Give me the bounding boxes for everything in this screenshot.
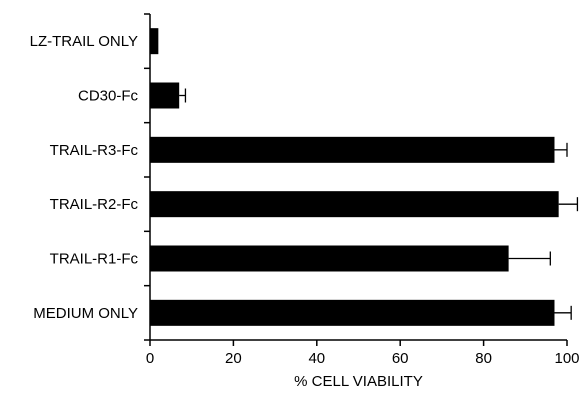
bar	[150, 299, 555, 326]
bar	[150, 82, 180, 109]
x-tick-label: 20	[225, 350, 242, 367]
y-axis-ticks	[144, 13, 150, 341]
bars-layer	[150, 28, 559, 326]
bar	[150, 28, 159, 55]
category-label: TRAIL-R2-Fc	[50, 196, 139, 213]
category-label: TRAIL-R3-Fc	[50, 142, 139, 159]
category-labels: LZ-TRAIL ONLY CD30-Fc TRAIL-R3-Fc TRAIL-R2-…	[30, 33, 139, 322]
error-bars-layer	[179, 88, 579, 320]
category-label: MEDIUM ONLY	[33, 305, 138, 322]
x-tick-label: 0	[146, 350, 154, 367]
bar	[150, 245, 509, 272]
x-tick-label: 40	[308, 350, 325, 367]
bar	[150, 136, 555, 163]
x-tick-label: 100	[554, 350, 579, 367]
category-label: CD30-Fc	[78, 88, 139, 105]
x-axis-title: % CELL VIABILITY	[294, 373, 423, 390]
category-label: TRAIL-R1-Fc	[50, 251, 139, 268]
x-axis-ticks: 0 20 40 60 80 100	[146, 340, 580, 367]
category-label: LZ-TRAIL ONLY	[30, 33, 138, 50]
bar	[150, 191, 559, 218]
x-tick-label: 60	[392, 350, 409, 367]
x-tick-label: 80	[475, 350, 492, 367]
